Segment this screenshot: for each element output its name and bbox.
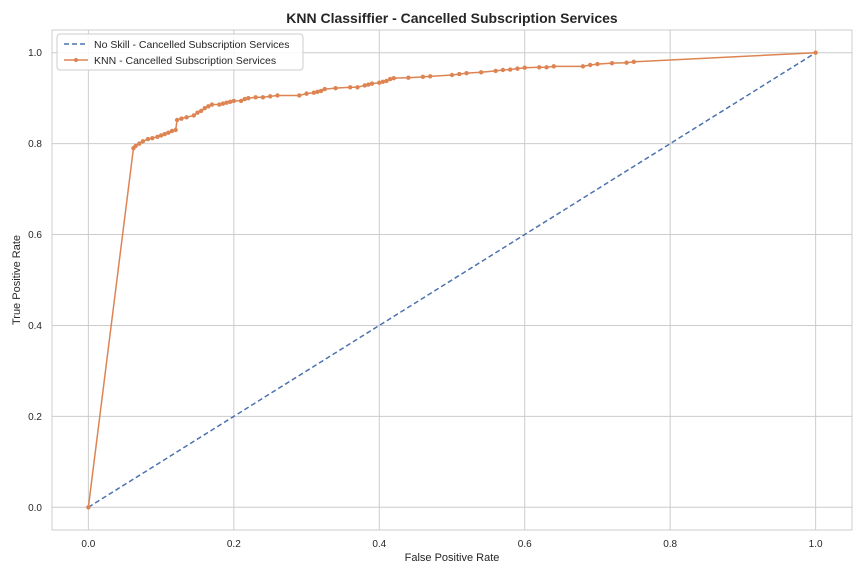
data-point-knn	[595, 61, 600, 67]
data-point-knn	[184, 115, 189, 120]
data-point-knn	[380, 79, 386, 85]
data-point-knn	[86, 505, 91, 510]
data-point-knn	[227, 99, 233, 105]
data-point-knn	[174, 117, 180, 123]
chart-title: KNN Classiffier - Cancelled Subscription…	[286, 10, 618, 26]
data-point-knn	[158, 133, 164, 138]
data-point-knn	[631, 59, 637, 65]
y-tick-label: 0.2	[28, 412, 42, 423]
data-point-knn	[267, 94, 273, 99]
data-point-knn	[369, 81, 375, 86]
data-point-knn	[624, 60, 629, 65]
data-point-knn	[355, 85, 360, 90]
data-point-knn	[191, 113, 197, 118]
y-axis-label: True Positive Rate	[11, 235, 23, 325]
y-tick-label: 0.0	[28, 503, 42, 514]
data-point-knn	[813, 50, 818, 55]
data-point-knn	[169, 128, 175, 134]
data-point-knn	[387, 76, 393, 82]
y-tick-label: 0.8	[28, 139, 42, 150]
data-point-knn	[137, 141, 142, 146]
data-point-knn	[140, 139, 146, 144]
data-point-knn	[242, 96, 247, 102]
data-point-knn	[315, 89, 320, 95]
data-point-knn	[478, 70, 484, 75]
data-point-knn	[220, 101, 226, 106]
x-tick-label: 0.2	[227, 539, 241, 550]
data-point-knn	[544, 65, 549, 70]
data-point-knn	[173, 127, 178, 133]
data-point-knn	[238, 98, 244, 104]
data-point-knn	[209, 102, 215, 107]
x-axis-label: False Positive Rate	[405, 552, 500, 564]
data-point-knn	[406, 75, 411, 80]
data-point-knn	[195, 110, 200, 115]
data-point-knn	[260, 95, 266, 100]
data-point-knn	[304, 91, 309, 96]
data-point-knn	[333, 85, 338, 91]
data-point-knn	[347, 85, 353, 90]
data-point-knn	[580, 64, 586, 69]
data-point-knn	[493, 68, 498, 74]
x-tick-label: 0.8	[663, 539, 677, 550]
data-point-knn	[318, 88, 324, 94]
data-point-knn	[217, 102, 222, 107]
data-point-knn	[150, 135, 155, 141]
legend-label-knn: KNN - Cancelled Subscription Services	[94, 55, 276, 67]
data-point-knn	[391, 75, 397, 81]
y-tick-label: 1.0	[28, 48, 42, 59]
data-point-knn	[206, 104, 211, 109]
data-point-knn	[155, 134, 160, 140]
legend: No Skill - Cancelled Subscription Servic…	[56, 33, 304, 71]
data-point-knn	[253, 95, 258, 100]
data-point-knn	[515, 66, 520, 71]
tick-labels: 0.0 0.2 0.4 0.6 0.8 1.0 0.0 0.2 0.4 0.6 0.8 1.0	[28, 48, 823, 550]
data-point-knn	[384, 78, 389, 84]
x-tick-label: 0.0	[81, 539, 95, 550]
data-point-knn	[145, 136, 151, 142]
data-point-knn	[198, 108, 204, 114]
data-point-knn	[133, 143, 138, 149]
data-point-knn	[231, 98, 237, 104]
x-tick-label: 1.0	[809, 539, 823, 550]
data-point-knn	[522, 65, 527, 70]
data-point-knn	[179, 116, 184, 121]
data-point-knn	[162, 131, 167, 137]
plot-series	[86, 50, 818, 510]
data-point-knn	[507, 67, 513, 72]
data-point-knn	[551, 64, 557, 69]
data-point-knn	[427, 74, 433, 79]
y-tick-label: 0.6	[28, 230, 42, 241]
data-point-knn	[362, 83, 367, 88]
data-point-knn	[500, 67, 506, 73]
data-point-knn	[609, 60, 615, 66]
data-point-knn	[449, 72, 455, 78]
series-line-no-skill	[87, 52, 817, 508]
legend-marker-knn	[74, 58, 78, 62]
data-point-knn	[297, 93, 302, 98]
data-point-knn	[166, 130, 171, 135]
data-point-knn	[311, 90, 317, 95]
legend-box	[56, 33, 304, 71]
data-point-knn	[457, 71, 462, 77]
legend-label-no-skill: No Skill - Cancelled Subscription Servic…	[94, 39, 290, 51]
data-point-knn	[224, 100, 229, 105]
data-point-knn	[322, 86, 327, 92]
data-point-knn	[377, 80, 382, 85]
data-point-knn	[537, 65, 542, 70]
data-point-knn	[366, 82, 371, 87]
plot-frame	[51, 29, 853, 531]
data-point-knn	[420, 74, 426, 80]
data-point-knn	[587, 62, 593, 68]
x-tick-label: 0.4	[372, 539, 386, 550]
x-tick-label: 0.6	[518, 539, 532, 550]
data-point-knn	[464, 70, 469, 76]
data-point-knn	[202, 105, 207, 111]
data-point-knn	[275, 93, 280, 98]
y-tick-label: 0.4	[28, 321, 42, 332]
data-point-knn	[246, 95, 251, 101]
